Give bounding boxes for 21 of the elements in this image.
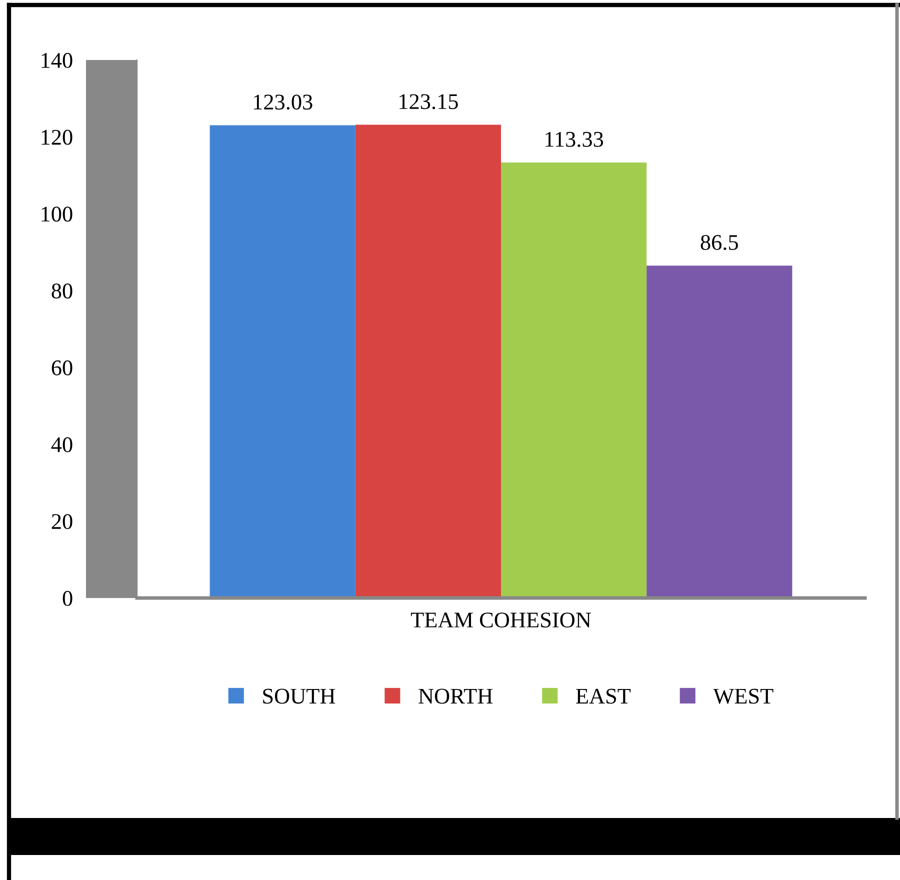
legend-label: NORTH (418, 688, 493, 704)
data-label: 123.15 (400, 94, 458, 110)
data-label: 86.5 (700, 234, 738, 250)
legend-label: SOUTH (263, 688, 336, 704)
y-tick-label: 80 (52, 284, 72, 298)
y-tick-label: 140 (42, 52, 72, 68)
bar (355, 124, 501, 598)
bar (501, 162, 647, 598)
y-tick-label: 20 (52, 514, 72, 530)
y-tick-label: 0 (62, 590, 72, 606)
bar (646, 266, 792, 598)
data-label: 113.33 (546, 132, 604, 147)
y-tick-label: 100 (42, 206, 72, 222)
data-label: 123.03 (254, 94, 312, 110)
bar (210, 125, 356, 598)
legend-label: WEST (713, 688, 774, 704)
y-tick-label: 120 (42, 130, 72, 145)
y-tick-label: 60 (52, 360, 72, 376)
legend-label: EAST (576, 688, 631, 704)
x-tick-label: TEAM COHESION (410, 612, 591, 628)
y-tick-label: 40 (51, 437, 72, 452)
